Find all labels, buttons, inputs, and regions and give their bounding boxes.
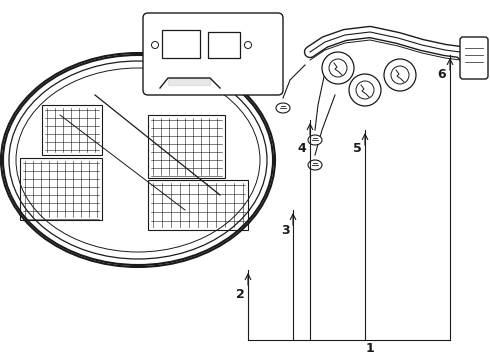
Text: 2: 2 xyxy=(236,288,245,302)
Bar xyxy=(148,180,248,230)
Text: 3: 3 xyxy=(281,224,289,237)
Ellipse shape xyxy=(1,53,275,267)
Text: 4: 4 xyxy=(297,141,306,154)
Circle shape xyxy=(384,59,416,91)
Circle shape xyxy=(329,59,347,77)
Bar xyxy=(208,32,240,58)
Bar xyxy=(148,115,225,178)
Text: 5: 5 xyxy=(353,141,362,154)
Circle shape xyxy=(322,52,354,84)
Text: 1: 1 xyxy=(366,342,374,355)
Ellipse shape xyxy=(308,160,322,170)
Ellipse shape xyxy=(3,55,273,265)
Bar xyxy=(162,30,200,58)
Circle shape xyxy=(349,74,381,106)
FancyBboxPatch shape xyxy=(143,13,283,95)
Bar xyxy=(20,158,102,220)
Circle shape xyxy=(391,66,409,84)
Bar xyxy=(42,105,102,155)
FancyBboxPatch shape xyxy=(460,37,488,79)
Ellipse shape xyxy=(276,103,290,113)
Ellipse shape xyxy=(9,61,267,259)
Ellipse shape xyxy=(16,68,260,252)
Text: 6: 6 xyxy=(438,68,446,81)
Circle shape xyxy=(356,81,374,99)
Ellipse shape xyxy=(308,135,322,145)
